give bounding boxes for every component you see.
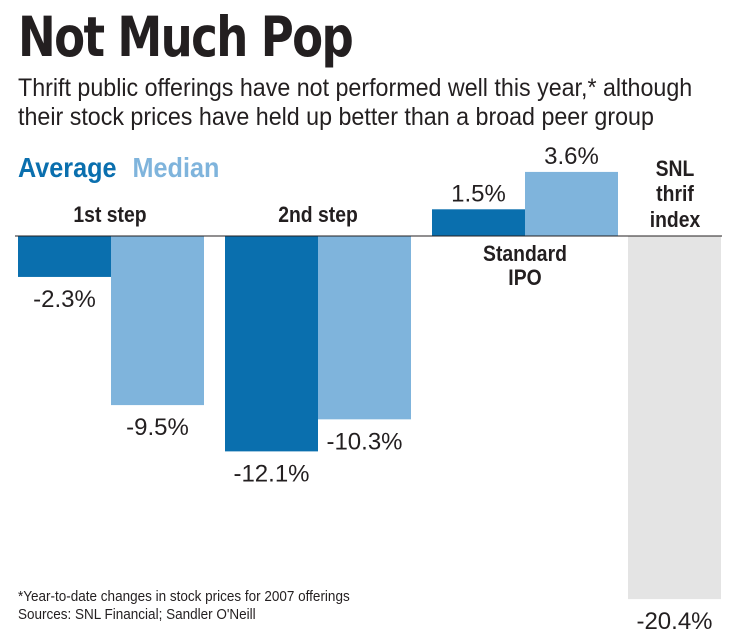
bar-median-1 — [318, 236, 411, 420]
category-label: index — [650, 208, 701, 232]
bar-average-1 — [225, 236, 318, 452]
data-label: -2.3% — [33, 286, 96, 313]
sources-text: Sources: SNL Financial; Sandler O'Neill — [18, 606, 256, 623]
category-label: 1st step — [73, 203, 146, 227]
category-label: 2nd step — [278, 203, 358, 227]
subtitle-line-2: their stock prices have held up better t… — [18, 103, 654, 131]
category-label: SNL — [656, 157, 695, 181]
data-label: -20.4% — [636, 608, 712, 635]
footnote-text: *Year-to-date changes in stock prices fo… — [18, 588, 350, 605]
category-label: Standard — [483, 242, 567, 266]
data-label: -10.3% — [326, 428, 402, 455]
chart-legend: Average Median — [18, 152, 228, 184]
chart-title: Not Much Pop — [18, 5, 354, 69]
data-label: 1.5% — [451, 180, 506, 207]
chart-subtitle: Thrift public offerings have not perform… — [18, 74, 693, 132]
bar-average-2 — [432, 209, 525, 236]
subtitle-line-1: Thrift public offerings have not perform… — [18, 74, 693, 102]
bar-index-3 — [628, 236, 721, 600]
data-label: -9.5% — [126, 414, 189, 441]
chart-footnote: *Year-to-date changes in stock prices fo… — [18, 588, 350, 624]
bar-median-0 — [111, 236, 204, 406]
bar-average-0 — [18, 236, 111, 277]
legend-average: Average — [18, 152, 117, 183]
data-label: 3.6% — [544, 143, 599, 170]
data-label: -12.1% — [233, 460, 309, 487]
category-label: IPO — [508, 266, 541, 290]
legend-median: Median — [132, 152, 220, 183]
bar-median-2 — [525, 171, 618, 236]
category-label: thrif — [656, 182, 694, 206]
